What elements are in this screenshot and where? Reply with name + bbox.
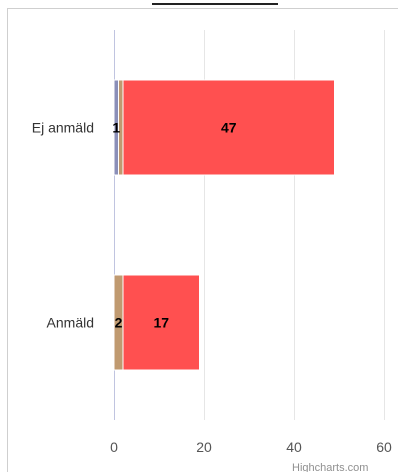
chart-frame	[7, 8, 398, 472]
x-tick-label: 20	[196, 439, 212, 455]
data-label: 17	[153, 315, 169, 331]
bar-segment[interactable]	[122, 79, 335, 176]
value-axis: 0 20 40 60	[110, 439, 392, 455]
data-label: 2	[115, 315, 123, 331]
credit-text[interactable]: Highcharts.com	[292, 462, 368, 472]
data-label: 1	[112, 120, 120, 136]
category-label: Anmäld	[47, 315, 94, 331]
top-rule	[152, 3, 278, 5]
x-tick-label: 40	[286, 439, 302, 455]
bar-segment[interactable]	[122, 274, 200, 371]
x-tick-label: 60	[376, 439, 392, 455]
category-axis: Ej anmäld Anmäld	[32, 120, 94, 331]
bar-series	[113, 79, 335, 371]
category-label: Ej anmäld	[32, 120, 94, 136]
data-labels: 1 47 2 17	[112, 120, 236, 331]
x-tick-label: 0	[110, 439, 118, 455]
data-label: 47	[221, 120, 237, 136]
